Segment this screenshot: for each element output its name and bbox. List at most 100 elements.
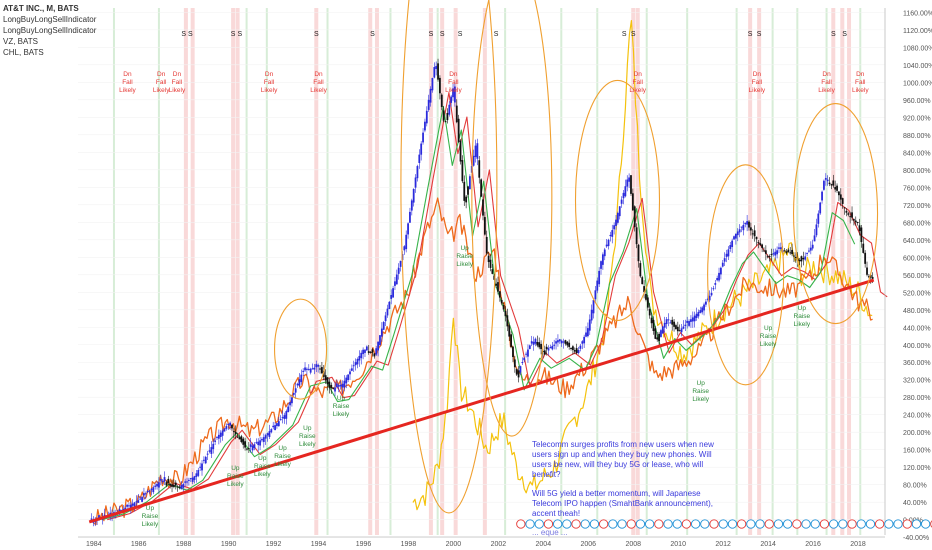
- candle-body: [459, 140, 462, 162]
- candle-body: [866, 267, 868, 275]
- candle-body: [187, 479, 190, 481]
- candle-body: [191, 477, 194, 482]
- dn-fall-label: Dn: [753, 71, 762, 78]
- y-tick-label: 400.00%: [903, 343, 931, 350]
- candle-body: [148, 490, 151, 492]
- candle-body: [199, 466, 202, 468]
- candle-body: [384, 315, 387, 322]
- candle-body: [708, 295, 711, 301]
- candle-body: [500, 299, 503, 304]
- event-circle: [663, 519, 673, 529]
- up-raise-label: Likely: [794, 321, 811, 328]
- candle-body: [405, 234, 408, 250]
- event-s-label: S: [429, 31, 434, 38]
- candle-body: [513, 359, 516, 368]
- candle-body: [307, 368, 310, 370]
- y-tick-label: 840.00%: [903, 150, 931, 157]
- dn-fall-label: Fall: [172, 79, 183, 86]
- candle-body: [435, 65, 438, 70]
- candle-body: [510, 334, 512, 347]
- candle-body: [365, 346, 368, 351]
- candle-body: [467, 186, 469, 195]
- event-s-label: S: [842, 31, 847, 38]
- candle-body: [864, 252, 867, 264]
- event-circle: [525, 519, 535, 529]
- candle-body: [270, 429, 273, 433]
- y-tick-label: 120.00%: [903, 465, 931, 472]
- y-tick-label: 520.00%: [903, 290, 931, 297]
- event-s-label: S: [238, 31, 243, 38]
- candle-body: [528, 345, 531, 349]
- candle-body: [240, 436, 243, 443]
- up-raise-label: Likely: [142, 521, 159, 528]
- candle-body: [189, 478, 192, 480]
- candle-body: [472, 155, 475, 166]
- candle-body: [377, 341, 379, 351]
- event-s-label: S: [831, 31, 836, 38]
- candle-body: [587, 328, 589, 337]
- candle-body: [637, 244, 640, 262]
- candle-body: [317, 364, 320, 367]
- candle-body: [793, 255, 795, 257]
- candle-body: [480, 179, 483, 197]
- candle-body: [652, 319, 655, 332]
- candle-body: [620, 199, 623, 204]
- candle-body: [375, 348, 378, 355]
- candle-body: [418, 154, 421, 164]
- candle-body: [787, 249, 790, 253]
- event-markers: [516, 519, 932, 529]
- y-tick-label: 680.00%: [903, 220, 931, 227]
- event-circle: [598, 519, 609, 529]
- event-circle: [644, 519, 655, 529]
- candle-body: [753, 230, 756, 237]
- dn-fall-label: Likely: [749, 87, 766, 94]
- candle-body: [667, 319, 670, 321]
- candle-body: [675, 325, 677, 330]
- candle-body: [521, 362, 524, 364]
- candle-body: [283, 415, 286, 419]
- candle-body: [324, 375, 327, 381]
- dn-fall-label: Dn: [157, 71, 166, 78]
- candle-body: [332, 387, 335, 389]
- candle-body: [734, 233, 737, 239]
- candle-body: [150, 488, 153, 490]
- candle-body: [609, 234, 612, 237]
- green-band: [389, 8, 392, 535]
- candle-body: [506, 315, 509, 327]
- up-raise-label: Likely: [254, 471, 271, 478]
- candle-body: [450, 96, 453, 103]
- candle-body: [131, 503, 134, 506]
- up-raise-label: Raise: [142, 513, 159, 520]
- red-band: [748, 8, 753, 535]
- event-circle: [819, 519, 830, 529]
- candle-body: [804, 256, 807, 260]
- red-band: [235, 8, 240, 535]
- candle-body: [410, 200, 413, 211]
- candle-body: [143, 493, 145, 496]
- y-tick-label: 480.00%: [903, 308, 931, 315]
- candle-body: [543, 350, 546, 355]
- candle-body: [227, 423, 230, 425]
- candle-body: [684, 324, 687, 326]
- candle-body: [163, 477, 166, 482]
- candle-body: [298, 379, 301, 386]
- green-band: [771, 8, 774, 535]
- dn-fall-label: Likely: [852, 87, 869, 94]
- candle-body: [628, 177, 631, 182]
- up-raise-label: Raise: [299, 433, 316, 440]
- up-raise-label: Likely: [760, 341, 777, 348]
- up-raise-label: Raise: [254, 463, 271, 470]
- event-circle: [856, 519, 866, 529]
- candle-body: [785, 251, 788, 254]
- candle-body: [622, 192, 625, 199]
- y-tick-label: 80.00%: [903, 483, 927, 490]
- candle-body: [626, 179, 629, 187]
- y-tick-label: 320.00%: [903, 378, 931, 385]
- x-axis: 1984 1986 1988 1990 1992 1994 1996 1998 2000 2002…: [78, 536, 885, 548]
- candle-body: [749, 227, 752, 231]
- candle-body: [736, 231, 739, 236]
- candle-body: [407, 223, 409, 235]
- candle-body: [238, 437, 241, 440]
- candle-body: [489, 259, 492, 268]
- candle-body: [815, 224, 818, 236]
